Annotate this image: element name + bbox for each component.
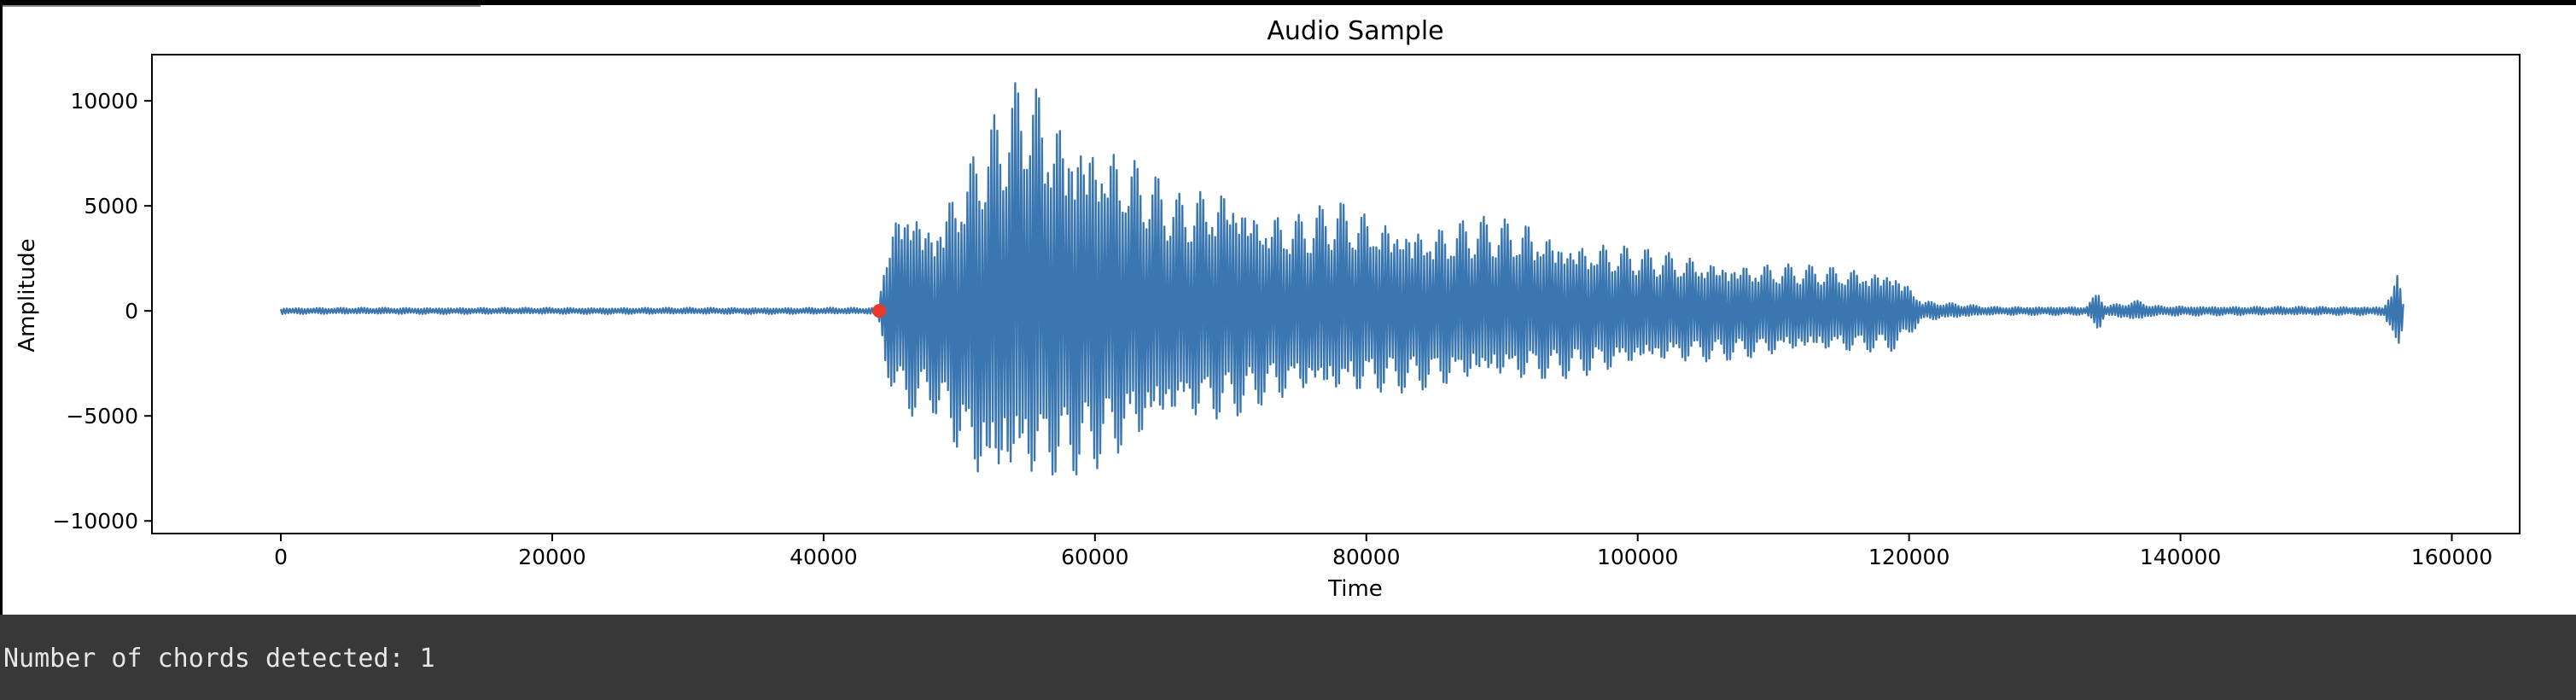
- stdout-text: Number of chords detected: 1: [3, 644, 435, 674]
- y-axis: −10000 −5000 0 5000 10000: [53, 89, 152, 534]
- plot-content: [279, 82, 2404, 476]
- x-tick-label: 140000: [2140, 545, 2221, 569]
- y-tick-label: −10000: [53, 509, 138, 534]
- chart-title: Audio Sample: [1267, 16, 1443, 46]
- cropped-previous-output: [3, 5, 481, 7]
- y-tick-label: 0: [125, 299, 138, 324]
- plot-area: [151, 54, 2521, 534]
- x-tick-label: 0: [274, 545, 288, 569]
- y-tick-label: 10000: [70, 89, 138, 114]
- x-tick-label: 100000: [1597, 545, 1678, 569]
- x-tick-label: 120000: [1868, 545, 1949, 569]
- x-tick-label: 80000: [1332, 545, 1401, 569]
- x-tick-label: 60000: [1061, 545, 1129, 569]
- x-tick-label: 20000: [518, 545, 586, 569]
- y-axis-label: Amplitude: [15, 238, 40, 352]
- waveform-line: [279, 82, 2404, 476]
- chord-onset-marker: [872, 304, 887, 318]
- audio-waveform-chart: Audio Sample 0 20000 40000 60000 80000 100000…: [15, 16, 2521, 602]
- x-axis: 0 20000 40000 60000 80000 100000 120000 140000 1…: [274, 534, 2492, 569]
- y-tick-label: 5000: [84, 194, 138, 219]
- x-tick-label: 40000: [790, 545, 858, 569]
- x-tick-label: 160000: [2411, 545, 2492, 569]
- figure: Audio Sample 0 20000 40000 60000 80000 100000…: [0, 0, 2576, 615]
- x-axis-label: Time: [1327, 576, 1383, 602]
- y-tick-label: −5000: [66, 404, 138, 429]
